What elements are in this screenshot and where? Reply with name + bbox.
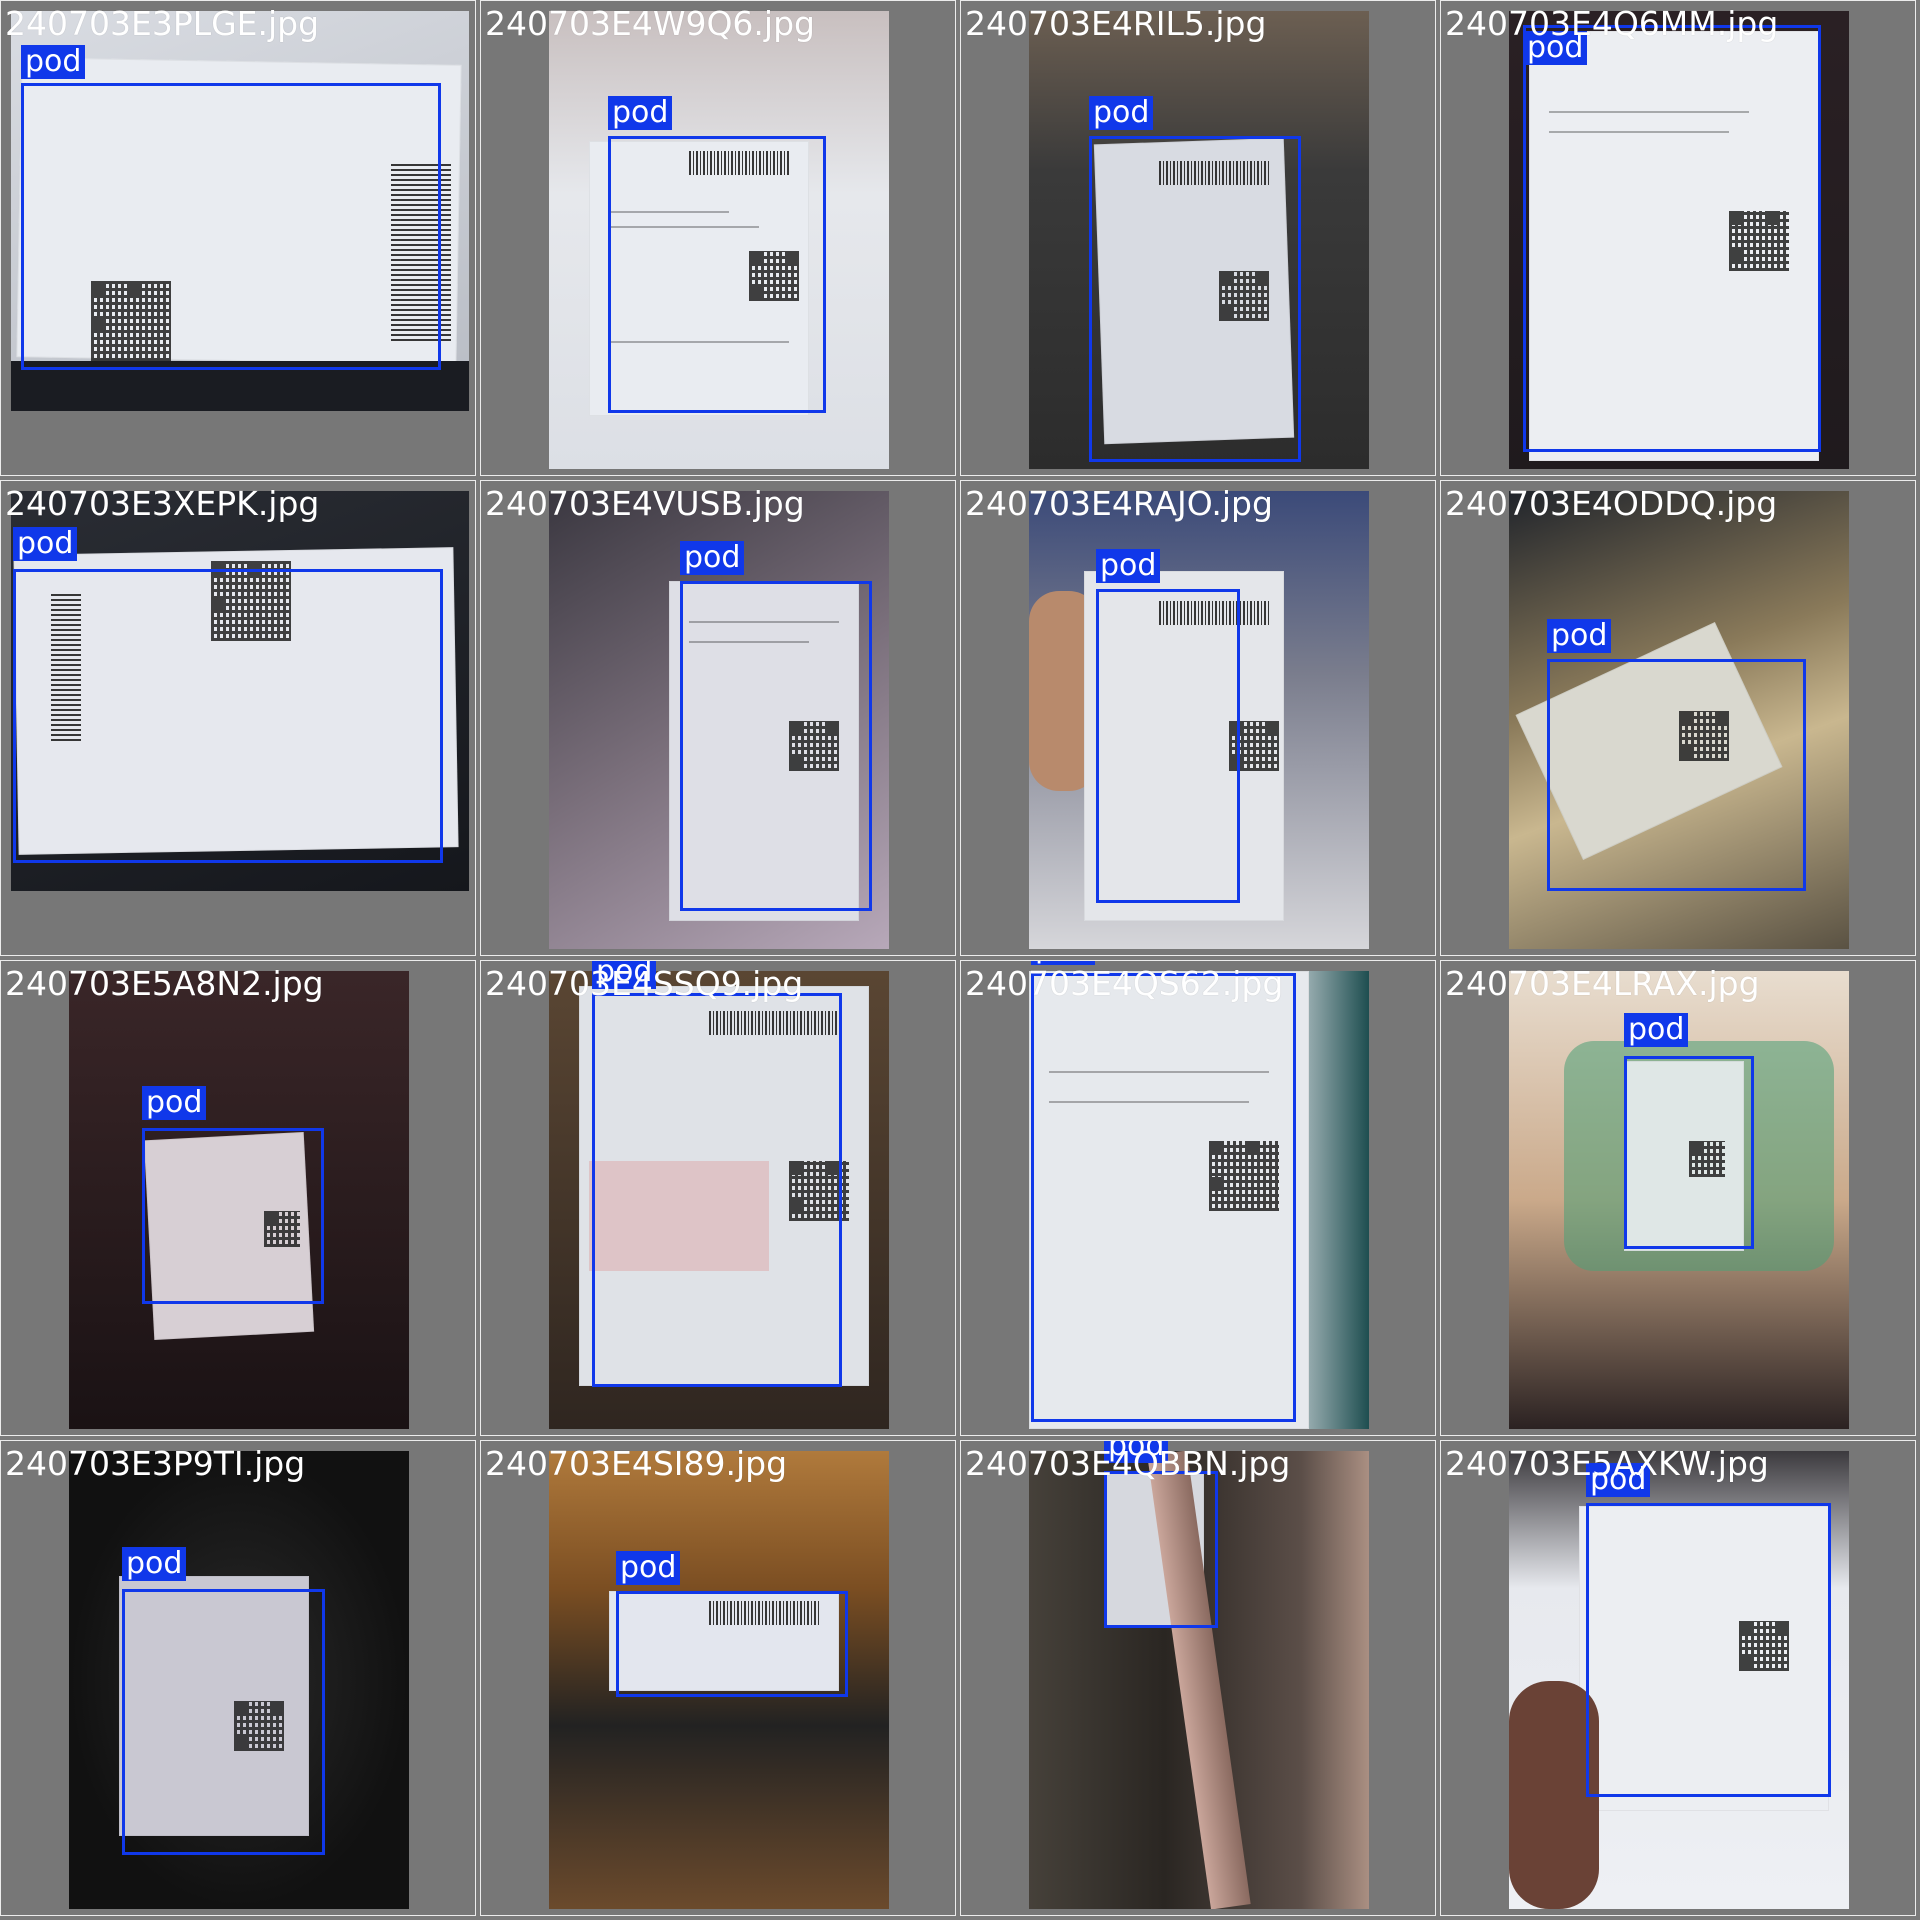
detection-label: pod bbox=[21, 45, 86, 79]
grid-tile: pod 240703E3PLGE.jpg bbox=[0, 0, 476, 476]
tile-filename: 240703E3XEPK.jpg bbox=[5, 484, 320, 523]
detection-box bbox=[592, 993, 842, 1387]
tile-photo bbox=[69, 1451, 409, 1909]
grid-tile: pod 240703E4QS62.jpg bbox=[960, 960, 1436, 1436]
detection-label: pod bbox=[592, 961, 657, 989]
grid-tile: pod 240703E4W9Q6.jpg bbox=[480, 0, 956, 476]
detection-label: pod bbox=[1096, 549, 1161, 583]
detection-label: pod bbox=[608, 96, 673, 130]
detection-box bbox=[13, 569, 443, 863]
grid-tile: pod 240703E4VUSB.jpg bbox=[480, 480, 956, 956]
grid-tile: pod 240703E3P9TI.jpg bbox=[0, 1440, 476, 1916]
detection-box bbox=[616, 1591, 848, 1697]
grid-tile: pod 240703E4QBBN.jpg bbox=[960, 1440, 1436, 1916]
tile-filename: 240703E4SSQ9.jpg bbox=[485, 964, 804, 1003]
tile-photo bbox=[11, 491, 469, 891]
grid-tile: pod 240703E3XEPK.jpg bbox=[0, 480, 476, 956]
detection-label: pod bbox=[122, 1547, 187, 1581]
tile-photo bbox=[1509, 11, 1849, 469]
tile-filename: 240703E5A8N2.jpg bbox=[5, 964, 324, 1003]
tile-filename: 240703E4LRAX.jpg bbox=[1445, 964, 1760, 1003]
grid-tile: pod 240703E5AXKW.jpg bbox=[1440, 1440, 1916, 1916]
detection-label: pod bbox=[1523, 31, 1588, 65]
detection-box bbox=[122, 1589, 325, 1855]
detection-label: pod bbox=[1586, 1463, 1651, 1497]
tile-photo bbox=[1029, 1451, 1369, 1909]
detection-box bbox=[1586, 1503, 1831, 1797]
tile-photo bbox=[1029, 491, 1369, 949]
detection-label: pod bbox=[1089, 96, 1154, 130]
detection-box bbox=[680, 581, 872, 911]
grid-tile: pod 240703E4LRAX.jpg bbox=[1440, 960, 1916, 1436]
tile-photo bbox=[1509, 1451, 1849, 1909]
tile-filename: 240703E4VUSB.jpg bbox=[485, 484, 805, 523]
grid-tile: pod 240703E4ODDQ.jpg bbox=[1440, 480, 1916, 956]
detection-label: pod bbox=[1104, 1441, 1169, 1463]
detection-label: pod bbox=[142, 1086, 207, 1120]
tile-filename: 240703E3P9TI.jpg bbox=[5, 1444, 306, 1483]
detection-box bbox=[21, 83, 441, 370]
tile-photo bbox=[1029, 11, 1369, 469]
tile-filename: 240703E4QBBN.jpg bbox=[965, 1444, 1291, 1483]
grid-tile: pod 240703E4Q6MM.jpg bbox=[1440, 0, 1916, 476]
detection-label: pod bbox=[616, 1551, 681, 1585]
tile-filename: 240703E4RIL5.jpg bbox=[965, 4, 1267, 43]
tile-filename: 240703E4ODDQ.jpg bbox=[1445, 484, 1778, 523]
detection-box bbox=[1096, 589, 1240, 903]
detection-label: pod bbox=[1547, 619, 1612, 653]
detection-label: pod bbox=[13, 527, 78, 561]
detection-label: pod bbox=[1624, 1013, 1689, 1047]
tile-filename: 240703E3PLGE.jpg bbox=[5, 4, 320, 43]
detection-box bbox=[1547, 659, 1806, 891]
tile-filename: 240703E4W9Q6.jpg bbox=[485, 4, 815, 43]
detection-label: pod bbox=[680, 541, 745, 575]
detection-box bbox=[1089, 136, 1301, 462]
detection-label: pod bbox=[1031, 961, 1096, 965]
tile-photo bbox=[549, 1451, 889, 1909]
grid-tile: pod 240703E4RIL5.jpg bbox=[960, 0, 1436, 476]
detection-box bbox=[1031, 973, 1296, 1422]
tile-filename: 240703E5AXKW.jpg bbox=[1445, 1444, 1769, 1483]
tile-filename: 240703E4Q6MM.jpg bbox=[1445, 4, 1779, 43]
tile-photo bbox=[549, 11, 889, 469]
tile-photo bbox=[549, 971, 889, 1429]
tile-filename: 240703E4QS62.jpg bbox=[965, 964, 1284, 1003]
grid-tile: pod 240703E4RAJO.jpg bbox=[960, 480, 1436, 956]
grid-tile: pod 240703E4SI89.jpg bbox=[480, 1440, 956, 1916]
tile-photo bbox=[1509, 491, 1849, 949]
detection-box bbox=[1104, 1471, 1218, 1628]
detection-box bbox=[1624, 1056, 1754, 1249]
detection-box bbox=[1523, 25, 1821, 452]
detection-box bbox=[142, 1128, 324, 1304]
detection-box bbox=[608, 136, 826, 413]
tile-filename: 240703E4RAJO.jpg bbox=[965, 484, 1273, 523]
tile-photo bbox=[1029, 971, 1369, 1429]
tile-photo bbox=[69, 971, 409, 1429]
grid-tile: pod 240703E4SSQ9.jpg bbox=[480, 960, 956, 1436]
tile-photo bbox=[1509, 971, 1849, 1429]
grid-tile: pod 240703E5A8N2.jpg bbox=[0, 960, 476, 1436]
tile-filename: 240703E4SI89.jpg bbox=[485, 1444, 788, 1483]
